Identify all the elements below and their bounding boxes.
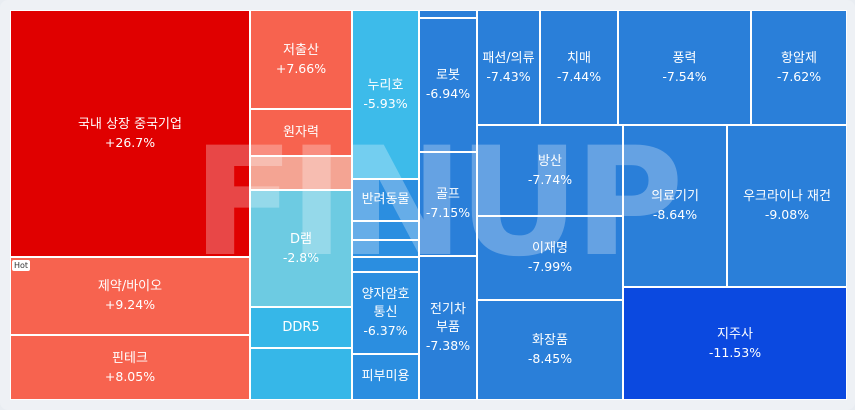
treemap-tile[interactable]: 반려동물 — [352, 179, 419, 221]
tile-value: -6.37% — [363, 323, 408, 338]
tile-name: DDR5 — [282, 319, 320, 335]
tile-name: 제약/바이오 — [97, 279, 163, 294]
treemap-tile[interactable]: 우크라이나 재건 -9.08% — [727, 125, 847, 287]
tile-name: 방산 — [538, 153, 562, 169]
treemap-tile[interactable]: 풍력 -7.54% — [618, 10, 751, 125]
treemap-tile[interactable]: 피부미용 — [352, 354, 419, 400]
treemap-tile[interactable]: 의료기기 -8.64% — [623, 125, 727, 287]
tile-name: D램 — [290, 231, 312, 247]
tile-name: 누리호 — [367, 77, 404, 93]
treemap-tile[interactable] — [352, 240, 419, 257]
tile-name: 패션/의류 — [482, 50, 535, 66]
tile-value: -7.38% — [425, 338, 471, 353]
treemap-tile[interactable]: 제약/바이오 +9.24% — [10, 257, 250, 335]
tile-name: 양자암호 통신 — [361, 287, 410, 320]
treemap-tile[interactable]: 저출산 +7.66% — [250, 10, 352, 109]
tile-value: -8.45% — [527, 351, 573, 366]
treemap-tile[interactable]: 이재명 -7.99% — [477, 216, 623, 300]
treemap-tile[interactable]: 누리호 -5.93% — [352, 10, 419, 179]
treemap-tile[interactable]: D램 -2.8% — [250, 190, 352, 307]
tile-value: -7.15% — [425, 205, 471, 220]
treemap-tile[interactable]: 양자암호 통신 -6.37% — [352, 272, 419, 354]
tile-value: -7.99% — [527, 259, 573, 274]
tile-value: -6.94% — [425, 86, 471, 101]
tile-value: -7.43% — [486, 68, 531, 84]
tile-name: 국내 상장 중국기업 — [78, 116, 182, 132]
treemap-tile[interactable] — [352, 257, 419, 272]
tile-name: 화장품 — [532, 333, 568, 348]
tile-value: -7.74% — [527, 171, 573, 187]
tile-name: 지주사 — [717, 326, 753, 342]
tile-name: 피부미용 — [361, 369, 410, 384]
tile-name: 로봇 — [436, 68, 460, 83]
treemap-tile[interactable]: 화장품 -8.45% — [477, 300, 623, 400]
tile-name: 저출산 — [283, 42, 319, 58]
tile-value: -8.64% — [652, 207, 698, 222]
tile-name: 원자력 — [283, 124, 319, 140]
tile-name: 치매 — [567, 50, 591, 66]
tile-name: 우크라이나 재건 — [743, 189, 831, 204]
treemap-tile[interactable]: 패션/의류 -7.43% — [477, 10, 540, 125]
tile-name: 항암제 — [781, 50, 817, 66]
treemap-tile[interactable]: 핀테크 +8.05% — [10, 335, 250, 400]
tile-value: -7.54% — [662, 68, 707, 84]
treemap-tile[interactable] — [352, 221, 419, 240]
treemap-tile[interactable]: 골프 -7.15% — [419, 152, 477, 256]
treemap-tile[interactable]: 국내 상장 중국기업 +26.7% — [10, 10, 250, 257]
tile-name: 골프 — [436, 187, 460, 202]
tile-value: +8.05% — [104, 368, 156, 384]
tile-value: +26.7% — [104, 134, 156, 150]
treemap-tile[interactable]: DDR5 — [250, 307, 352, 348]
tile-name: 핀테크 — [112, 350, 148, 366]
tile-value: -2.8% — [282, 249, 320, 265]
tile-value: -11.53% — [708, 344, 762, 360]
tile-name: 전기차 부품 — [430, 302, 466, 335]
treemap-tile[interactable]: 지주사 -11.53% — [623, 287, 847, 400]
treemap-tile[interactable]: 원자력 — [250, 109, 352, 156]
tile-name: 풍력 — [672, 50, 697, 66]
treemap-tile[interactable]: 치매 -7.44% — [540, 10, 618, 125]
tile-value: -7.62% — [776, 68, 822, 84]
tile-value: -5.93% — [363, 95, 408, 111]
tile-name: 이재명 — [532, 241, 568, 256]
hot-badge: Hot — [12, 260, 31, 271]
tile-value: -9.08% — [764, 207, 810, 222]
treemap-tile[interactable] — [250, 156, 352, 190]
tile-value: +9.24% — [104, 297, 156, 312]
tile-value: +7.66% — [275, 60, 327, 76]
tile-value: -7.44% — [556, 68, 602, 84]
treemap-tile[interactable]: 방산 -7.74% — [477, 125, 623, 216]
tile-name: 의료기기 — [651, 189, 699, 204]
tile-name: 반려동물 — [361, 192, 410, 207]
treemap-tile[interactable] — [419, 10, 477, 18]
treemap-tile[interactable]: 전기차 부품 -7.38% — [419, 256, 477, 400]
treemap-tile[interactable] — [250, 348, 352, 400]
treemap-tile[interactable]: 로봇 -6.94% — [419, 18, 477, 152]
treemap-tile[interactable]: 항암제 -7.62% — [751, 10, 847, 125]
